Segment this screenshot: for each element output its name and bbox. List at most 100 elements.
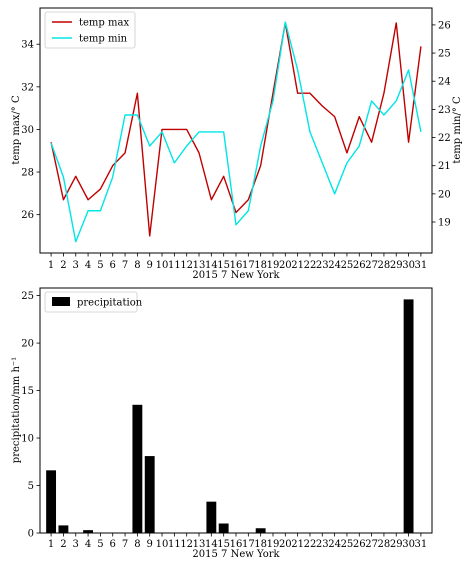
x-tick-label: 24 [328, 539, 341, 550]
y2-tick-label: 21 [438, 161, 451, 172]
x-tick-label: 26 [353, 260, 366, 271]
x-tick-label: 17 [242, 539, 255, 550]
y-tick-label: 10 [21, 434, 34, 445]
y-tick-label: 15 [21, 386, 34, 397]
x-tick-label: 2 [60, 539, 66, 550]
y-axis-label: precipitation/mm h⁻¹ [11, 357, 22, 463]
x-tick-label: 15 [217, 539, 230, 550]
y2-tick-label: 25 [438, 49, 451, 60]
x-tick-label: 21 [291, 539, 304, 550]
x-tick-label: 1 [48, 539, 54, 550]
x-tick-label: 26 [353, 539, 366, 550]
legend-label-temp-max: temp max [79, 18, 129, 29]
x-tick-label: 28 [378, 260, 391, 271]
y-tick-label: 28 [21, 168, 34, 179]
x-tick-label: 8 [134, 539, 140, 550]
bar [218, 523, 229, 533]
bar [403, 299, 414, 533]
x-tick-label: 2 [60, 260, 66, 271]
legend-label-temp-min: temp min [79, 34, 128, 45]
bar [58, 525, 69, 533]
bar [255, 528, 266, 533]
x-axis-label: 2015 7 New York [192, 270, 280, 281]
x-tick-label: 13 [193, 539, 206, 550]
y2-tick-label: 20 [438, 189, 451, 200]
x-tick-labels: 1 2 3 4 5 6 7 8 9 10 11 12 13 14 15 16 17 18 19 20 21 22 23 24 2… [48, 253, 427, 271]
x-tick-label: 16 [230, 539, 243, 550]
y2-tick-label: 26 [438, 20, 451, 31]
y-tick-labels: 0 5 10 15 20 25 [21, 291, 40, 540]
x-tick-label: 28 [378, 539, 391, 550]
y-tick-label: 32 [21, 82, 34, 93]
x-tick-label: 1 [48, 260, 54, 271]
x-tick-label: 30 [402, 539, 415, 550]
x-tick-label: 5 [97, 539, 103, 550]
series-line-temp-min [50, 21, 422, 243]
x-tick-label: 11 [168, 260, 181, 271]
y2-tick-label: 24 [438, 77, 451, 88]
x-tick-label: 22 [304, 539, 317, 550]
precipitation-chart: 1 2 3 4 5 6 7 8 9 10 11 12 13 14 15 16 17 18 19 20 21 22 23 24 2… [11, 287, 433, 560]
x-tick-label: 12 [180, 539, 193, 550]
x-tick-label: 3 [73, 539, 79, 550]
bar [144, 456, 155, 533]
y-axis-label: temp max/° C [11, 95, 22, 165]
x-tick-label: 20 [279, 539, 292, 550]
plot-frame [39, 287, 433, 534]
y-tick-label: 26 [21, 210, 34, 221]
y2-tick-label: 19 [438, 218, 451, 229]
x-tick-label: 22 [304, 260, 317, 271]
bar [46, 470, 57, 533]
x-tick-label: 5 [97, 260, 103, 271]
temperature-chart: 1 2 3 4 5 6 7 8 9 10 11 12 13 14 15 16 17 18 19 20 21 22 23 24 2… [11, 7, 463, 281]
x-tick-label: 9 [147, 539, 153, 550]
y2-tick-label: 22 [438, 133, 451, 144]
x-tick-label: 12 [180, 260, 193, 271]
x-tick-label: 27 [365, 260, 378, 271]
x-tick-label: 19 [267, 539, 280, 550]
bar [83, 530, 93, 533]
x-tick-label: 27 [365, 539, 378, 550]
x-tick-label: 4 [85, 539, 91, 550]
x-tick-label: 13 [193, 260, 206, 271]
x-tick-label: 14 [205, 539, 218, 550]
x-tick-label: 10 [156, 539, 169, 550]
y-tick-label: 0 [28, 529, 34, 540]
x-tick-label: 25 [341, 539, 354, 550]
y-tick-label: 34 [21, 40, 34, 51]
x-tick-label: 11 [168, 539, 181, 550]
x-tick-label: 31 [415, 260, 428, 271]
y2-tick-label: 23 [438, 105, 451, 116]
bar [206, 501, 217, 533]
bar [132, 404, 143, 533]
y-tick-label: 20 [21, 339, 34, 350]
x-axis-label: 2015 7 New York [192, 549, 280, 560]
x-tick-label: 18 [254, 539, 267, 550]
x-tick-label: 3 [73, 260, 79, 271]
y-tick-label: 5 [28, 481, 34, 492]
x-tick-label: 6 [110, 260, 116, 271]
y-tick-labels: 26 28 30 32 34 [21, 40, 40, 221]
x-tick-label: 4 [85, 260, 91, 271]
x-tick-label: 10 [156, 260, 169, 271]
x-tick-label: 19 [267, 260, 280, 271]
x-tick-labels: 1 2 3 4 5 6 7 8 9 10 11 12 13 14 15 16 17 18 19 20 21 22 23 24 2… [48, 533, 427, 550]
x-tick-label: 7 [122, 539, 128, 550]
x-tick-label: 18 [254, 260, 267, 271]
legend: temp max temp min [44, 11, 136, 49]
bars [46, 299, 414, 533]
x-tick-label: 15 [217, 260, 230, 271]
x-tick-label: 23 [316, 260, 329, 271]
y2-tick-labels: 19 20 21 22 23 24 25 26 [432, 20, 451, 229]
x-tick-label: 24 [328, 260, 341, 271]
series-lines [50, 21, 422, 243]
x-tick-label: 23 [316, 539, 329, 550]
x-tick-label: 31 [415, 539, 428, 550]
series-line-temp-max [50, 22, 422, 237]
y2-axis-label: temp min/° C [452, 96, 463, 164]
legend-box [44, 11, 136, 49]
x-tick-label: 30 [402, 260, 415, 271]
x-tick-label: 7 [122, 260, 128, 271]
x-tick-label: 21 [291, 260, 304, 271]
